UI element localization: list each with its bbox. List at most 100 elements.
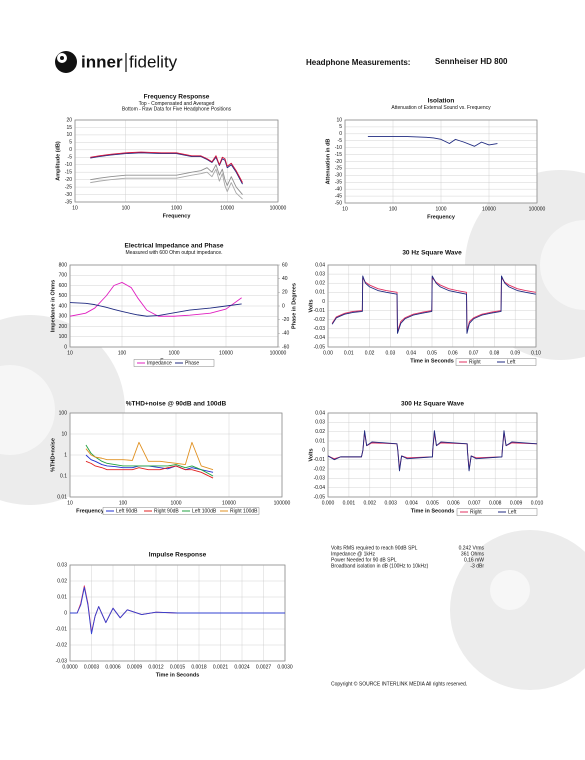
y-tick-label: 0.03 bbox=[57, 562, 67, 568]
logo: inner fidelity bbox=[55, 51, 178, 73]
y-axis-label: Impedance in Ohms bbox=[50, 280, 56, 332]
chart-title: Impulse Response bbox=[149, 552, 207, 559]
x-tick-label: 0.06 bbox=[448, 350, 458, 356]
stat-label: Broadband isolation in dB (100Hz to 10kH… bbox=[331, 563, 429, 569]
x-tick-label: 10000 bbox=[482, 206, 496, 212]
copyright: Copyright © SOURCE INTERLINK MEDIA All r… bbox=[331, 680, 467, 687]
y-tick-label: 0.02 bbox=[57, 578, 67, 584]
y-tick-label: 0.03 bbox=[315, 420, 325, 426]
y-tick-label: -15 bbox=[65, 170, 72, 176]
y-tick-label: 200 bbox=[59, 324, 68, 330]
watermark bbox=[490, 570, 530, 610]
legend-label: Impedance bbox=[147, 360, 172, 366]
y-tick-label: 20 bbox=[66, 117, 72, 123]
x-axis-label: Time in Seconds bbox=[156, 672, 200, 678]
y-tick-label: 0.01 bbox=[315, 438, 325, 444]
header-model: Sennheiser HD 800 bbox=[435, 57, 508, 66]
y-tick-label: 0.02 bbox=[315, 281, 325, 287]
chart: 300 Hz Square Wave0.040.030.020.010-0.01… bbox=[308, 401, 543, 516]
x-tick-label: 100 bbox=[122, 205, 131, 211]
y-tick-label: -35 bbox=[65, 199, 72, 205]
y-tick-label: -0.05 bbox=[314, 344, 326, 350]
y2-axis-label: Phase in Degrees bbox=[291, 283, 297, 329]
x-tick-label: 0.009 bbox=[510, 500, 523, 506]
chart: %THD+noise @ 90dB and 100dB 100 10 1 0.1 0.01… bbox=[50, 401, 291, 515]
series-line bbox=[70, 586, 285, 635]
x-tick-label: 0.0006 bbox=[105, 664, 121, 670]
series-line bbox=[90, 151, 243, 183]
y-axis-label: %THD+noise bbox=[50, 438, 56, 472]
y-tick-label: 10 bbox=[336, 117, 342, 123]
y-tick-label: 0 bbox=[322, 299, 325, 305]
y-tick-label: 400 bbox=[59, 303, 68, 309]
x-tick-label: 0.0000 bbox=[62, 664, 78, 670]
y-tick-label: 300 bbox=[59, 314, 68, 320]
y-tick-label: -20 bbox=[335, 159, 342, 165]
x-tick-label: 0.0009 bbox=[127, 664, 143, 670]
chart-subtitle: Top - Compensated and Averaged bbox=[139, 101, 215, 107]
series-line bbox=[69, 302, 242, 317]
x-tick-label: 0.0018 bbox=[191, 664, 207, 670]
x-tick-label: 10 bbox=[67, 500, 73, 506]
series-line bbox=[367, 136, 498, 147]
y-tick-label: 15 bbox=[66, 125, 72, 131]
chart-subtitle: Measured with 600 Ohm output impedance. bbox=[126, 250, 223, 256]
legend-label: Left bbox=[507, 359, 516, 365]
chart-subtitle: Attenuation of External Sound vs. Freque… bbox=[391, 105, 491, 111]
y-tick-label: -25 bbox=[65, 184, 72, 190]
watermark bbox=[450, 530, 585, 690]
y-tick-label: -15 bbox=[335, 152, 342, 158]
y-tick-label: -0.03 bbox=[314, 326, 326, 332]
y-tick-label: -30 bbox=[335, 173, 342, 179]
x-tick-label: 0.003 bbox=[384, 500, 397, 506]
logo-icon bbox=[55, 51, 77, 73]
chart-title: 300 Hz Square Wave bbox=[401, 401, 464, 408]
y-tick-label: -40 bbox=[335, 186, 342, 192]
y-tick-label: -0.05 bbox=[314, 494, 326, 500]
y-tick-label: -5 bbox=[338, 138, 343, 144]
legend-label: Right 90dB bbox=[154, 508, 179, 514]
legend-label: Left bbox=[508, 509, 517, 515]
x-tick-label: 100000 bbox=[270, 350, 287, 356]
series-line bbox=[85, 444, 214, 477]
stat-value: 0.16 mW bbox=[464, 557, 484, 563]
x-tick-label: 0.07 bbox=[469, 350, 479, 356]
x-axis-label: Frequency bbox=[76, 508, 105, 514]
x-tick-label: 0.03 bbox=[386, 350, 396, 356]
y-axis-label: Amplitude (dB) bbox=[55, 141, 61, 181]
legend-label: Right bbox=[470, 509, 482, 515]
x-tick-label: 10000 bbox=[219, 350, 233, 356]
y-tick-label: 10 bbox=[61, 431, 67, 437]
x-tick-label: 100000 bbox=[274, 500, 291, 506]
y2-tick-label: 0 bbox=[282, 303, 285, 309]
chart: 30 Hz Square Wave 0.04 0.03 0.02 0.01 0 -0.01 -… bbox=[308, 250, 541, 366]
legend-label: Phase bbox=[185, 360, 199, 366]
x-tick-label: 0.0012 bbox=[148, 664, 164, 670]
x-tick-label: 0.008 bbox=[489, 500, 502, 506]
chart-title: Frequency Response bbox=[144, 94, 210, 101]
y-tick-label: 0.1 bbox=[60, 473, 67, 479]
y-tick-label: 700 bbox=[59, 273, 68, 279]
legend-box bbox=[456, 508, 538, 516]
stats: Volts RMS required to reach 90dB SPL 0.24… bbox=[331, 545, 484, 569]
x-tick-label: 0.0021 bbox=[213, 664, 229, 670]
y-tick-label: -45 bbox=[335, 193, 342, 199]
y-tick-label: -0.03 bbox=[56, 658, 68, 664]
y-tick-label: 0 bbox=[64, 610, 67, 616]
x-tick-label: 0.02 bbox=[365, 350, 375, 356]
x-tick-label: 0.004 bbox=[405, 500, 418, 506]
plot-frame bbox=[344, 119, 538, 204]
series-line bbox=[90, 152, 243, 185]
x-tick-label: 0.0003 bbox=[84, 664, 100, 670]
x-tick-label: 0.0024 bbox=[234, 664, 250, 670]
x-tick-label: 1000 bbox=[170, 500, 181, 506]
x-tick-label: 0.00 bbox=[323, 350, 333, 356]
x-axis-label: Time in Seconds bbox=[411, 508, 455, 514]
y-tick-label: 0.04 bbox=[315, 262, 325, 268]
x-tick-label: 10 bbox=[342, 206, 348, 212]
x-tick-label: 100 bbox=[389, 206, 398, 212]
y-tick-label: 500 bbox=[59, 293, 68, 299]
x-tick-label: 0.0030 bbox=[277, 664, 293, 670]
y2-tick-label: -40 bbox=[282, 331, 289, 337]
